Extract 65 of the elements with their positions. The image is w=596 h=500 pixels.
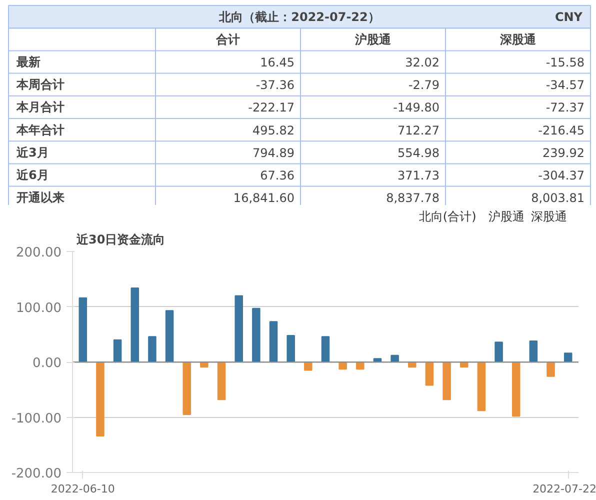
bar bbox=[165, 310, 174, 362]
text: 沪股通 bbox=[488, 210, 525, 224]
bar bbox=[512, 362, 520, 417]
text: -216.45 bbox=[538, 123, 585, 138]
text: -37.36 bbox=[256, 78, 295, 92]
text: -15.58 bbox=[546, 56, 585, 70]
bar bbox=[494, 342, 503, 362]
y-tick-label: 200.00 bbox=[16, 246, 62, 260]
text: 16.45 bbox=[260, 56, 295, 70]
category-label: 最新 bbox=[16, 55, 40, 69]
bar bbox=[234, 295, 243, 362]
x-tick-label: 2022-06-10 bbox=[50, 482, 115, 496]
bar bbox=[442, 362, 451, 400]
text: 239.92 bbox=[542, 146, 585, 160]
category-label: 本周合计 bbox=[16, 78, 64, 92]
category-label: 本年合计 bbox=[16, 122, 64, 137]
text: 794.89 bbox=[252, 146, 295, 160]
text: 深股通 bbox=[530, 210, 567, 224]
x-tick-label: 2022-07-22 bbox=[532, 482, 596, 496]
bar bbox=[182, 362, 192, 415]
bar bbox=[148, 336, 156, 362]
y-tick-label: 0.00 bbox=[32, 356, 62, 371]
text: CNY bbox=[554, 10, 583, 24]
chart-title: 近30日资金流向 bbox=[76, 232, 166, 246]
bar bbox=[529, 340, 538, 362]
bar bbox=[113, 339, 122, 362]
text: 32.02 bbox=[405, 56, 440, 70]
y-tick-label: -200.00 bbox=[11, 466, 62, 482]
text: 北向（截止：2022-07-22） bbox=[218, 10, 380, 24]
bar bbox=[78, 297, 88, 362]
bar bbox=[546, 362, 555, 377]
text: -149.80 bbox=[393, 100, 440, 115]
bar bbox=[304, 362, 312, 371]
y-tick-label: -100.00 bbox=[11, 411, 62, 426]
bar bbox=[425, 362, 434, 386]
category-label: 本月合计 bbox=[16, 100, 64, 114]
category-label: 开通以来 bbox=[16, 190, 64, 205]
text: 8,837.78 bbox=[386, 191, 440, 206]
text: 北向(合计) bbox=[418, 210, 476, 224]
text: 67.36 bbox=[260, 168, 295, 182]
text: 554.98 bbox=[398, 146, 440, 160]
text: 371.73 bbox=[398, 168, 440, 182]
bar bbox=[286, 334, 295, 362]
bar bbox=[96, 362, 104, 437]
bar bbox=[217, 362, 226, 400]
bar bbox=[477, 362, 486, 412]
category-label: 深股通 bbox=[499, 32, 537, 46]
text: -222.17 bbox=[248, 100, 295, 115]
y-tick-label: 100.00 bbox=[16, 300, 62, 316]
bar bbox=[252, 308, 260, 362]
text: -72.37 bbox=[546, 100, 585, 115]
bar bbox=[130, 287, 140, 362]
text: 495.82 bbox=[252, 123, 295, 138]
text: 16,841.60 bbox=[233, 191, 295, 206]
text: -304.37 bbox=[538, 168, 585, 182]
text: 712.27 bbox=[398, 123, 440, 138]
text: 8,003.81 bbox=[531, 191, 584, 206]
category-label: 合计 bbox=[215, 32, 240, 46]
bar bbox=[321, 336, 330, 362]
category-label: 沪股通 bbox=[354, 32, 392, 46]
bar bbox=[269, 321, 278, 362]
category-label: 近6月 bbox=[16, 168, 49, 182]
text: -34.57 bbox=[546, 78, 585, 92]
category-label: 近3月 bbox=[16, 145, 49, 160]
text: -2.79 bbox=[408, 78, 440, 92]
